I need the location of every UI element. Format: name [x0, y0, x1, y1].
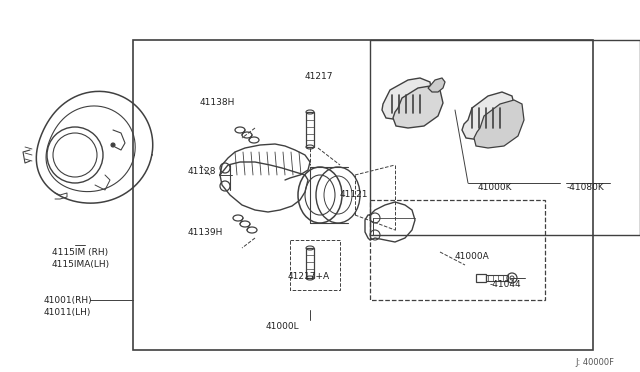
Bar: [306, 248, 314, 278]
Polygon shape: [462, 92, 516, 140]
Text: -41080K: -41080K: [567, 183, 605, 192]
Bar: [306, 112, 314, 147]
Text: 4115IMA(LH): 4115IMA(LH): [52, 260, 110, 269]
Circle shape: [111, 143, 115, 147]
Bar: [370, 200, 545, 300]
Text: 41000K: 41000K: [478, 183, 513, 192]
Text: 41217+A: 41217+A: [288, 272, 330, 281]
Polygon shape: [393, 86, 443, 128]
Bar: [133, 40, 593, 350]
Polygon shape: [428, 78, 445, 92]
Bar: [370, 40, 640, 235]
Text: 41001(RH): 41001(RH): [44, 296, 93, 305]
Text: 41128: 41128: [188, 167, 216, 176]
Text: 41000A: 41000A: [455, 252, 490, 261]
Bar: [476, 274, 486, 282]
Polygon shape: [474, 100, 524, 148]
Polygon shape: [382, 78, 432, 120]
Text: 4115IM (RH): 4115IM (RH): [52, 248, 108, 257]
Text: 41217: 41217: [305, 72, 333, 81]
Text: 41121: 41121: [340, 190, 369, 199]
Text: J: 40000F: J: 40000F: [575, 358, 614, 367]
Text: 41139H: 41139H: [188, 228, 223, 237]
Text: -41044: -41044: [490, 280, 522, 289]
Text: 41000L: 41000L: [265, 322, 299, 331]
Bar: [290, 240, 340, 290]
Text: 41011(LH): 41011(LH): [44, 308, 92, 317]
Text: 41138H: 41138H: [200, 98, 236, 107]
Bar: [486, 275, 508, 281]
